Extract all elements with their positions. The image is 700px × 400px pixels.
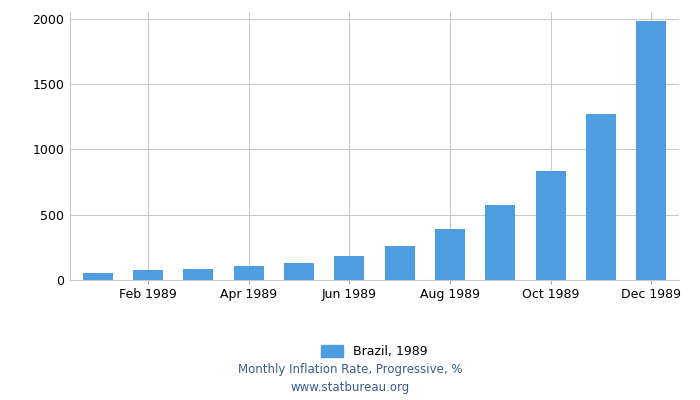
Bar — [435, 229, 465, 280]
Bar — [183, 269, 214, 280]
Bar — [586, 114, 616, 280]
Text: www.statbureau.org: www.statbureau.org — [290, 382, 410, 394]
Bar — [536, 172, 566, 280]
Bar — [133, 270, 163, 280]
Bar — [384, 246, 415, 280]
Bar — [234, 266, 264, 280]
Bar — [83, 274, 113, 280]
Legend: Brazil, 1989: Brazil, 1989 — [321, 345, 428, 358]
Text: Monthly Inflation Rate, Progressive, %: Monthly Inflation Rate, Progressive, % — [238, 364, 462, 376]
Bar — [284, 263, 314, 280]
Bar — [485, 206, 515, 280]
Bar — [636, 21, 666, 280]
Bar — [334, 256, 365, 280]
